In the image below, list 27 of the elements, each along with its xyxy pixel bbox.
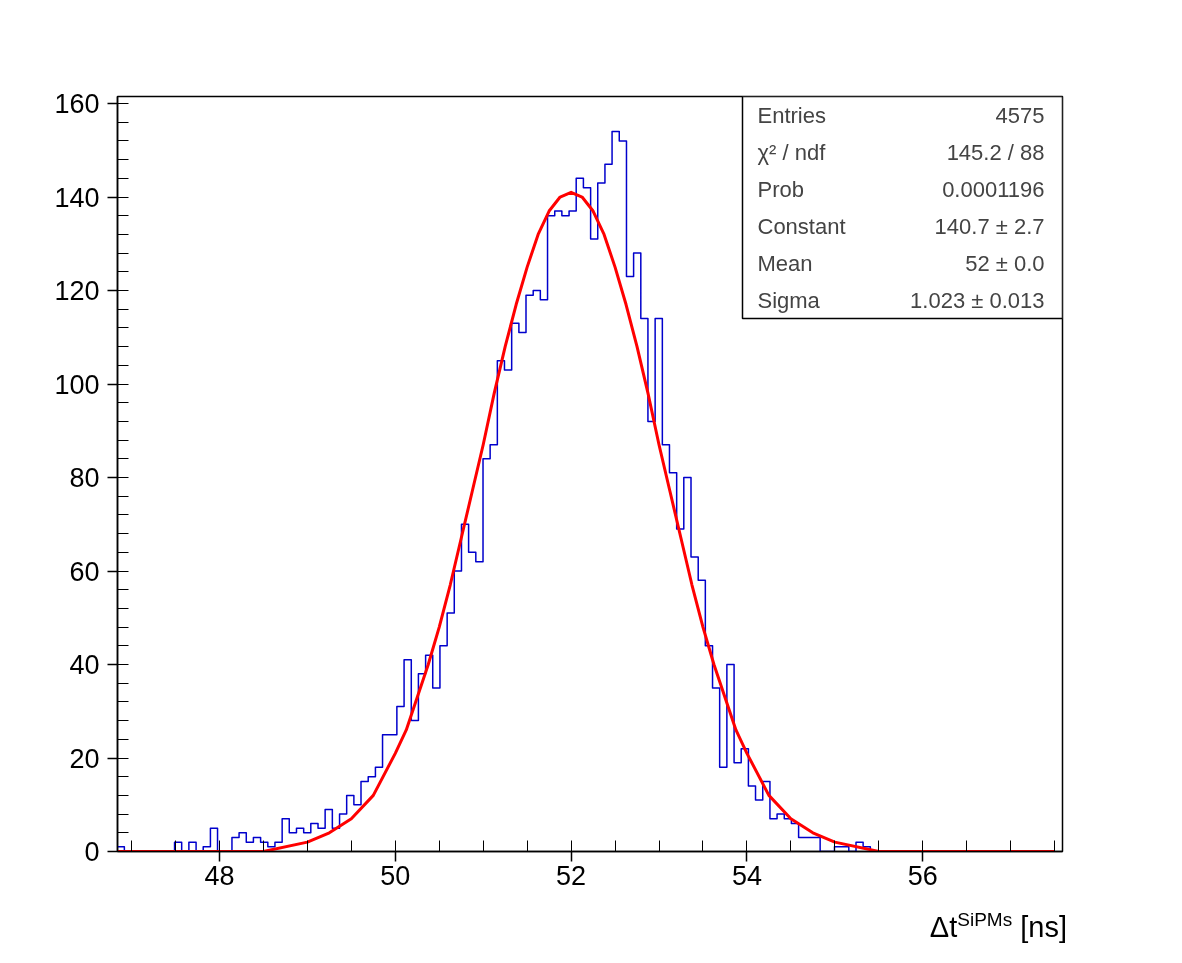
y-tick-label: 120 [54,276,100,307]
annotation: 145.2 / 88 [946,139,1045,165]
annotation: 140.7 ± 2.7 [934,213,1045,239]
annotation: Mean [757,250,813,276]
annotation: 0.0001196 [942,176,1045,202]
annotation: Sigma [757,287,821,313]
y-tick-label: 140 [54,182,100,213]
y-tick-label: 80 [69,463,100,494]
annotation: 4575 [995,102,1045,128]
x-tick-label: 56 [907,860,938,891]
annotation: 52 ± 0.0 [965,250,1045,276]
x-axis-title: Δt$^{SiPMs}$ [ns] [928,908,1067,945]
y-tick-label: 0 [84,837,100,867]
annotation: Prob [757,176,804,202]
annotation: Constant [757,213,846,239]
annotation: 1.023 ± 0.013 [910,287,1045,313]
x-tick-label: 48 [204,860,235,891]
y-tick-label: 20 [69,743,100,774]
annotation: Entries [757,102,826,128]
x-tick-label: 50 [380,860,411,891]
y-tick-label: 60 [69,556,100,587]
x-tick-label: 54 [731,860,762,891]
annotation: χ² / ndf [757,139,827,165]
y-tick-label: 40 [69,650,100,680]
x-tick-label: 52 [556,860,587,891]
y-tick-label: 160 [54,89,100,120]
y-tick-label: 100 [54,369,100,400]
